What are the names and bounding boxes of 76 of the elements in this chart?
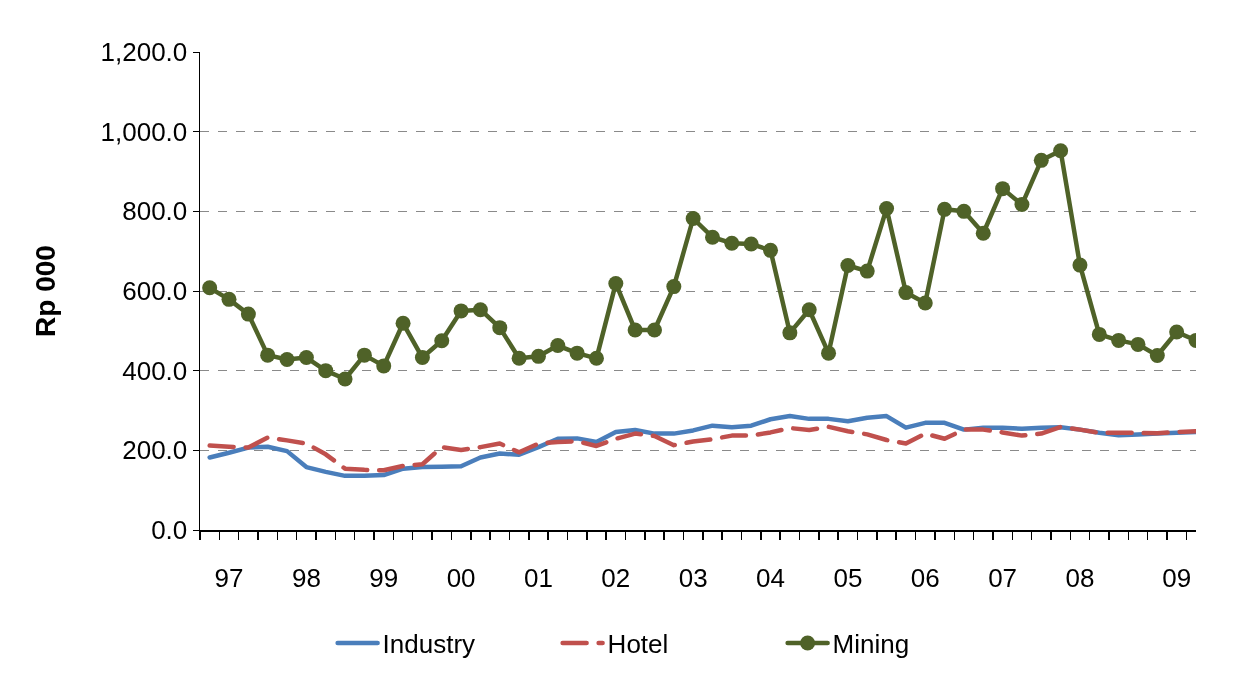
point xyxy=(956,203,972,219)
point xyxy=(685,211,701,226)
point xyxy=(840,258,856,273)
point xyxy=(917,295,933,311)
point xyxy=(569,345,585,361)
point xyxy=(453,303,469,319)
point xyxy=(1033,152,1049,168)
point xyxy=(240,306,256,322)
y-tick-label: 200.0 xyxy=(122,435,188,466)
legend-label: Mining xyxy=(832,629,910,660)
y-tick-label: 800.0 xyxy=(122,196,188,227)
y-tick-label: 600.0 xyxy=(122,276,188,307)
x-tick-label: 07 xyxy=(988,562,1018,593)
point xyxy=(472,302,488,318)
point xyxy=(937,201,953,217)
x-tick-label: 08 xyxy=(1065,562,1095,593)
y-tick-label: 0.0 xyxy=(151,515,188,546)
point xyxy=(492,320,508,336)
point xyxy=(1072,257,1088,273)
point xyxy=(376,358,392,374)
y-tick-label: 1,200.0 xyxy=(100,37,188,68)
point xyxy=(898,285,914,301)
point xyxy=(1149,348,1165,364)
point xyxy=(821,345,837,361)
point xyxy=(743,236,759,252)
point xyxy=(627,322,643,338)
point xyxy=(337,371,353,387)
point xyxy=(647,322,662,338)
point xyxy=(588,350,604,366)
x-tick-label: 99 xyxy=(369,562,399,593)
point xyxy=(279,352,295,367)
line-series xyxy=(207,424,1196,473)
x-tick-label: 05 xyxy=(833,562,863,593)
point xyxy=(705,229,720,245)
point xyxy=(975,225,991,241)
point xyxy=(724,235,740,251)
point xyxy=(414,350,430,366)
y-tick-label: 1,000.0 xyxy=(100,116,188,147)
x-tick-label: 97 xyxy=(214,562,244,593)
point xyxy=(202,280,218,296)
x-tick-label: 04 xyxy=(756,562,785,593)
point xyxy=(356,347,372,363)
point xyxy=(260,347,276,363)
y-tick-label: 400.0 xyxy=(122,355,188,386)
point xyxy=(995,181,1011,197)
x-tick-label: 09 xyxy=(1162,562,1192,593)
point xyxy=(666,279,682,295)
point xyxy=(763,242,779,258)
point xyxy=(608,275,624,291)
point xyxy=(801,302,817,318)
legend-label: Hotel xyxy=(607,629,669,660)
point xyxy=(782,325,798,341)
point xyxy=(550,338,566,354)
point xyxy=(530,348,546,364)
point xyxy=(511,350,527,366)
legend-label: Industry xyxy=(382,629,476,660)
point xyxy=(1091,326,1107,342)
point xyxy=(1169,324,1185,340)
x-tick-label: 02 xyxy=(601,562,631,593)
point xyxy=(1130,336,1146,352)
x-tick-label: 06 xyxy=(910,562,940,593)
x-tick-label: 98 xyxy=(291,562,321,593)
x-tick-label: 01 xyxy=(523,562,553,593)
point xyxy=(395,315,411,331)
point xyxy=(298,350,314,366)
point xyxy=(859,263,875,279)
y-axis-title: Rp 000 xyxy=(30,245,62,337)
point xyxy=(1014,197,1030,213)
point xyxy=(318,363,334,379)
point xyxy=(434,333,450,349)
x-tick-label: 03 xyxy=(678,562,708,593)
point xyxy=(879,201,895,217)
point xyxy=(1111,332,1127,348)
point xyxy=(221,291,237,307)
x-tick-label: 00 xyxy=(446,562,476,593)
point xyxy=(1053,143,1069,159)
